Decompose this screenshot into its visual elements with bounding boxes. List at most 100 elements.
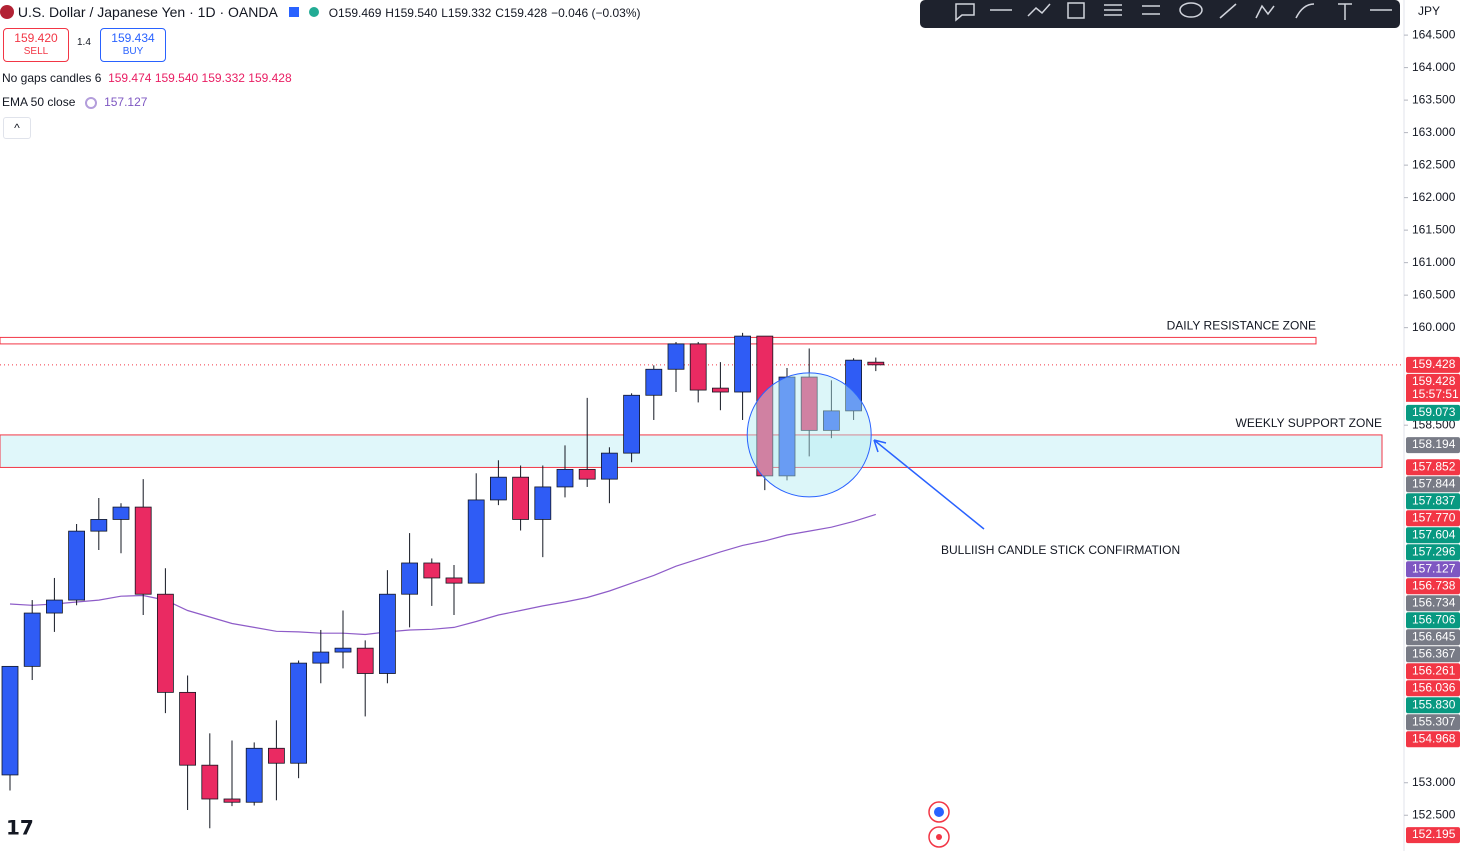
price-tag-bg (1406, 459, 1460, 476)
ohlc-high: H159.540 (385, 6, 438, 20)
indicator-value: 159.332 (201, 71, 245, 85)
price-tag-bg (1406, 629, 1460, 646)
event-icons[interactable] (928, 801, 950, 848)
price-tag-bg (1406, 527, 1460, 544)
price-tag-label: 157.296 (1412, 544, 1456, 558)
price-tag: 156.738 (1406, 578, 1460, 595)
price-tag: 156.367 (1406, 646, 1460, 663)
price-tag-bg (1406, 714, 1460, 731)
price-tag: 156.261 (1406, 663, 1460, 680)
price-tag-bg (1406, 827, 1460, 844)
y-tick-label: 164.000 (1412, 60, 1456, 74)
annotation: BULLIISH CANDLE STICK CONFIRMATION (941, 543, 1180, 557)
sell-price: 159.420 (14, 31, 58, 45)
ohlc-close: C159.428 (495, 6, 548, 20)
sell-label: SELL (23, 46, 49, 57)
price-tag: 156.645 (1406, 629, 1460, 646)
price-tag-bg (1406, 663, 1460, 680)
candle-body (201, 764, 219, 800)
ohlc-open: O159.469 (328, 6, 382, 20)
loading-icon (84, 97, 97, 109)
price-tag: 154.968 (1406, 731, 1460, 748)
collapse-button[interactable]: ^ (3, 117, 31, 139)
candle-body (823, 410, 840, 431)
indicator-value: 159.474 (108, 71, 152, 85)
candle-body (601, 452, 618, 480)
price-tag-bg (1406, 595, 1460, 612)
price-tag-bg (1406, 646, 1460, 663)
flag-icon[interactable] (288, 7, 299, 17)
candle-body (1, 665, 19, 776)
indicator-row[interactable]: No gaps candles 6 159.474 159.540 159.33… (2, 71, 292, 85)
y-tick-label: 162.500 (1412, 157, 1456, 171)
candle-body (578, 468, 596, 480)
candle-body (489, 476, 507, 501)
price-tag-label: 155.830 (1412, 697, 1456, 711)
flag (0, 5, 14, 19)
price-tag: 158.194 (1406, 437, 1460, 454)
zone (0, 434, 1383, 468)
y-tick-label: 163.000 (1412, 125, 1456, 139)
candle-body (689, 343, 707, 391)
price-tag-label: 154.968 (1412, 731, 1456, 745)
candle-body (756, 335, 774, 477)
price-tag-label: 156.036 (1412, 680, 1456, 694)
candle-body (179, 691, 197, 766)
y-tick-label: 160.000 (1412, 320, 1456, 334)
price-tag-label: 157.852 (1412, 459, 1456, 473)
candle-body (712, 387, 729, 393)
candle-body (800, 376, 818, 431)
candle-body (623, 394, 640, 454)
y-tick-label: 162.000 (1412, 190, 1456, 204)
price-tag-label: 156.261 (1412, 663, 1456, 677)
indicator-row[interactable]: EMA 50 close 157.127 (2, 95, 147, 109)
candle-body (312, 651, 330, 664)
candle-body (867, 361, 885, 366)
sell-button[interactable]: 159.420 SELL (3, 28, 69, 62)
price-tag: 157.837 (1406, 493, 1460, 510)
ohlc-change: −0.046 (−0.03%) (551, 6, 641, 20)
price-tag-label: 159.428 (1412, 374, 1456, 388)
candle-body (290, 662, 308, 764)
candle-body (645, 368, 663, 396)
price-tag-bg (1406, 578, 1460, 595)
buy-button[interactable]: 159.434 BUY (100, 28, 166, 62)
indicator-name: EMA 50 close (2, 95, 76, 109)
candle-body (90, 519, 108, 532)
y-tick-label: 161.000 (1412, 255, 1456, 269)
ema-line (9, 513, 876, 636)
symbol-title[interactable]: U.S. Dollar / Japanese Yen · 1D · OANDA (17, 4, 278, 20)
candle-body (401, 562, 419, 595)
price-tag-label: 157.837 (1412, 493, 1456, 507)
buy-price: 159.434 (111, 31, 155, 45)
price-tag-label: 152.195 (1412, 827, 1456, 841)
spread: 1.4 (77, 37, 91, 48)
y-tick-label: 163.500 (1412, 92, 1456, 106)
price-tag: 156.706 (1406, 612, 1460, 629)
candle-body (512, 476, 529, 520)
price-tag-bg (1406, 437, 1460, 454)
price-tag: 155.307 (1406, 714, 1460, 731)
candle-body (378, 593, 396, 674)
price-tag-label: 159.073 (1412, 405, 1456, 419)
currency[interactable]: JPY (1418, 4, 1440, 18)
status-dot (308, 7, 319, 17)
ohlc-low: L159.332 (441, 6, 492, 20)
price-tag-label: 157.604 (1412, 527, 1456, 541)
price-tag-bg (1406, 356, 1460, 373)
candle-body (134, 506, 152, 595)
price-tag-bg (1406, 612, 1460, 629)
price-tag-bg (1406, 404, 1460, 421)
price-tag: 156.036 (1406, 680, 1460, 697)
price-tag: 159.073 (1406, 404, 1460, 421)
y-tick-label: 153.000 (1412, 775, 1456, 789)
candle-body (423, 562, 441, 579)
toolbar-icons[interactable] (955, 2, 1392, 22)
highlight-circle (746, 372, 872, 498)
countdown: 15:57:51 (1412, 387, 1459, 401)
arrow (873, 439, 985, 530)
zone-label: WEEKLY SUPPORT ZONE (1236, 416, 1382, 430)
y-tick-label: 164.500 (1412, 27, 1456, 41)
